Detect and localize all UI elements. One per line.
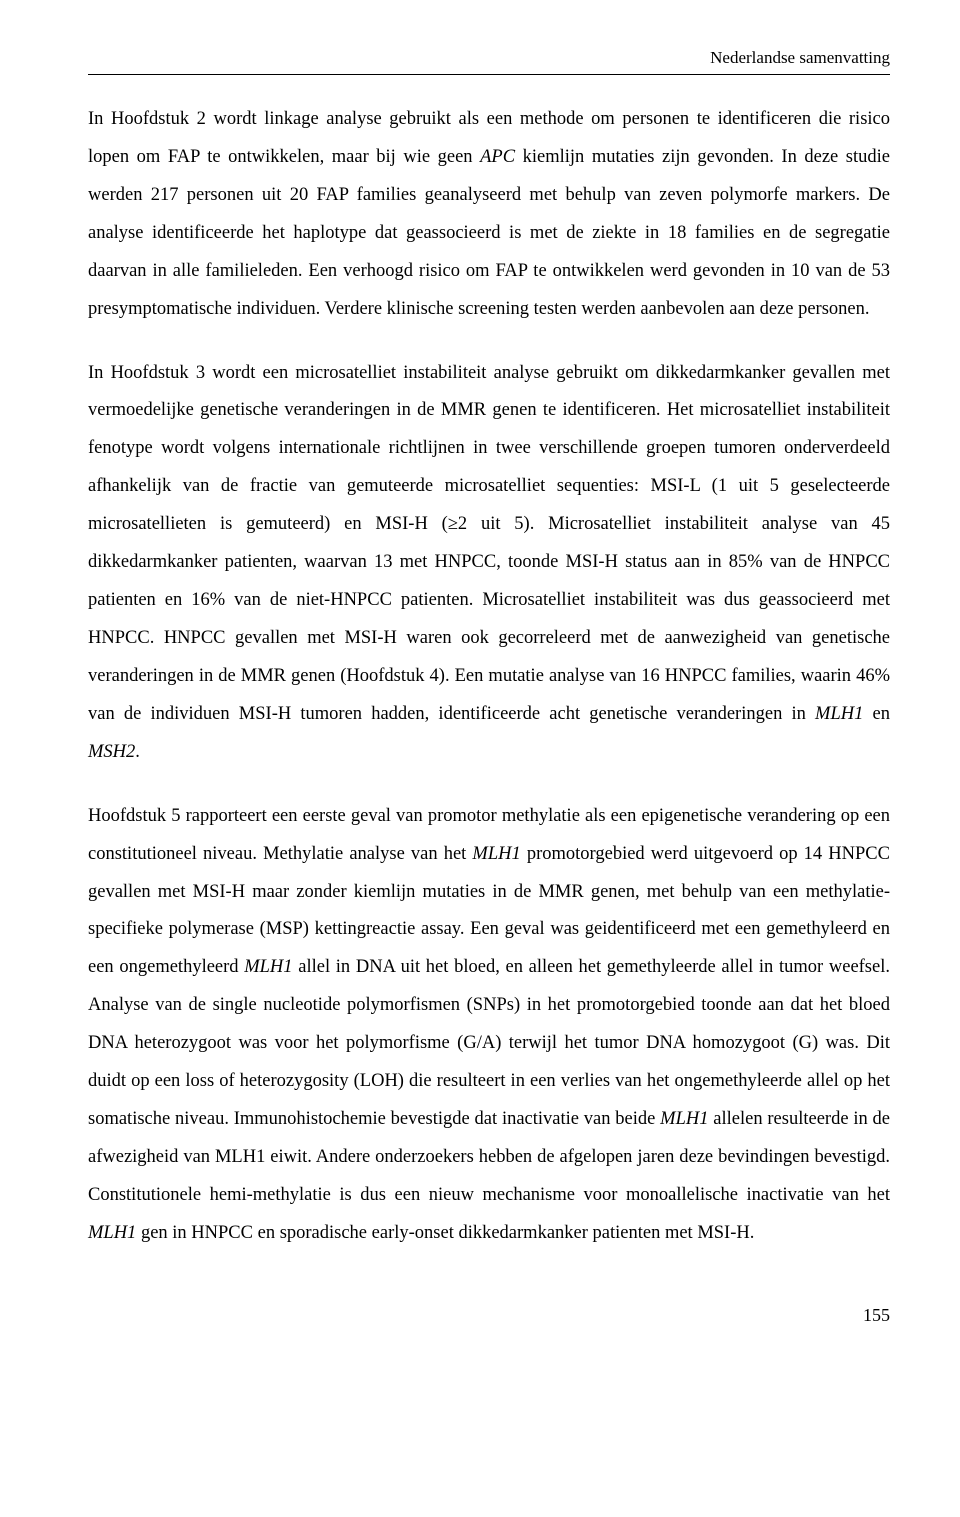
body-text: allel in DNA uit het bloed, en alleen he… [88, 957, 890, 1129]
gene-mlh1: MLH1 [472, 844, 520, 864]
running-header: Nederlandse samenvatting [88, 48, 890, 68]
body-text: kiemlijn mutaties zijn gevonden. In deze… [88, 147, 890, 319]
gene-mlh1: MLH1 [815, 704, 863, 724]
header-rule [88, 74, 890, 75]
body-text: In Hoofdstuk 3 wordt een microsatelliet … [88, 363, 890, 724]
gene-mlh1: MLH1 [244, 957, 292, 977]
body-text: gen in HNPCC en sporadische early-onset … [136, 1223, 754, 1243]
paragraph-hoofdstuk-5: Hoofdstuk 5 rapporteert een eerste geval… [88, 798, 890, 1253]
page-number: 155 [863, 1305, 890, 1325]
page-footer: 155 [88, 1305, 890, 1326]
body-text: . [135, 742, 140, 762]
gene-mlh1: MLH1 [660, 1109, 708, 1129]
gene-mlh1: MLH1 [88, 1223, 136, 1243]
gene-msh2: MSH2 [88, 742, 135, 762]
running-title: Nederlandse samenvatting [710, 48, 890, 67]
paragraph-hoofdstuk-2: In Hoofdstuk 2 wordt linkage analyse geb… [88, 101, 890, 329]
paragraph-hoofdstuk-3: In Hoofdstuk 3 wordt een microsatelliet … [88, 355, 890, 772]
body-text: en [863, 704, 890, 724]
gene-apc: APC [480, 147, 515, 167]
